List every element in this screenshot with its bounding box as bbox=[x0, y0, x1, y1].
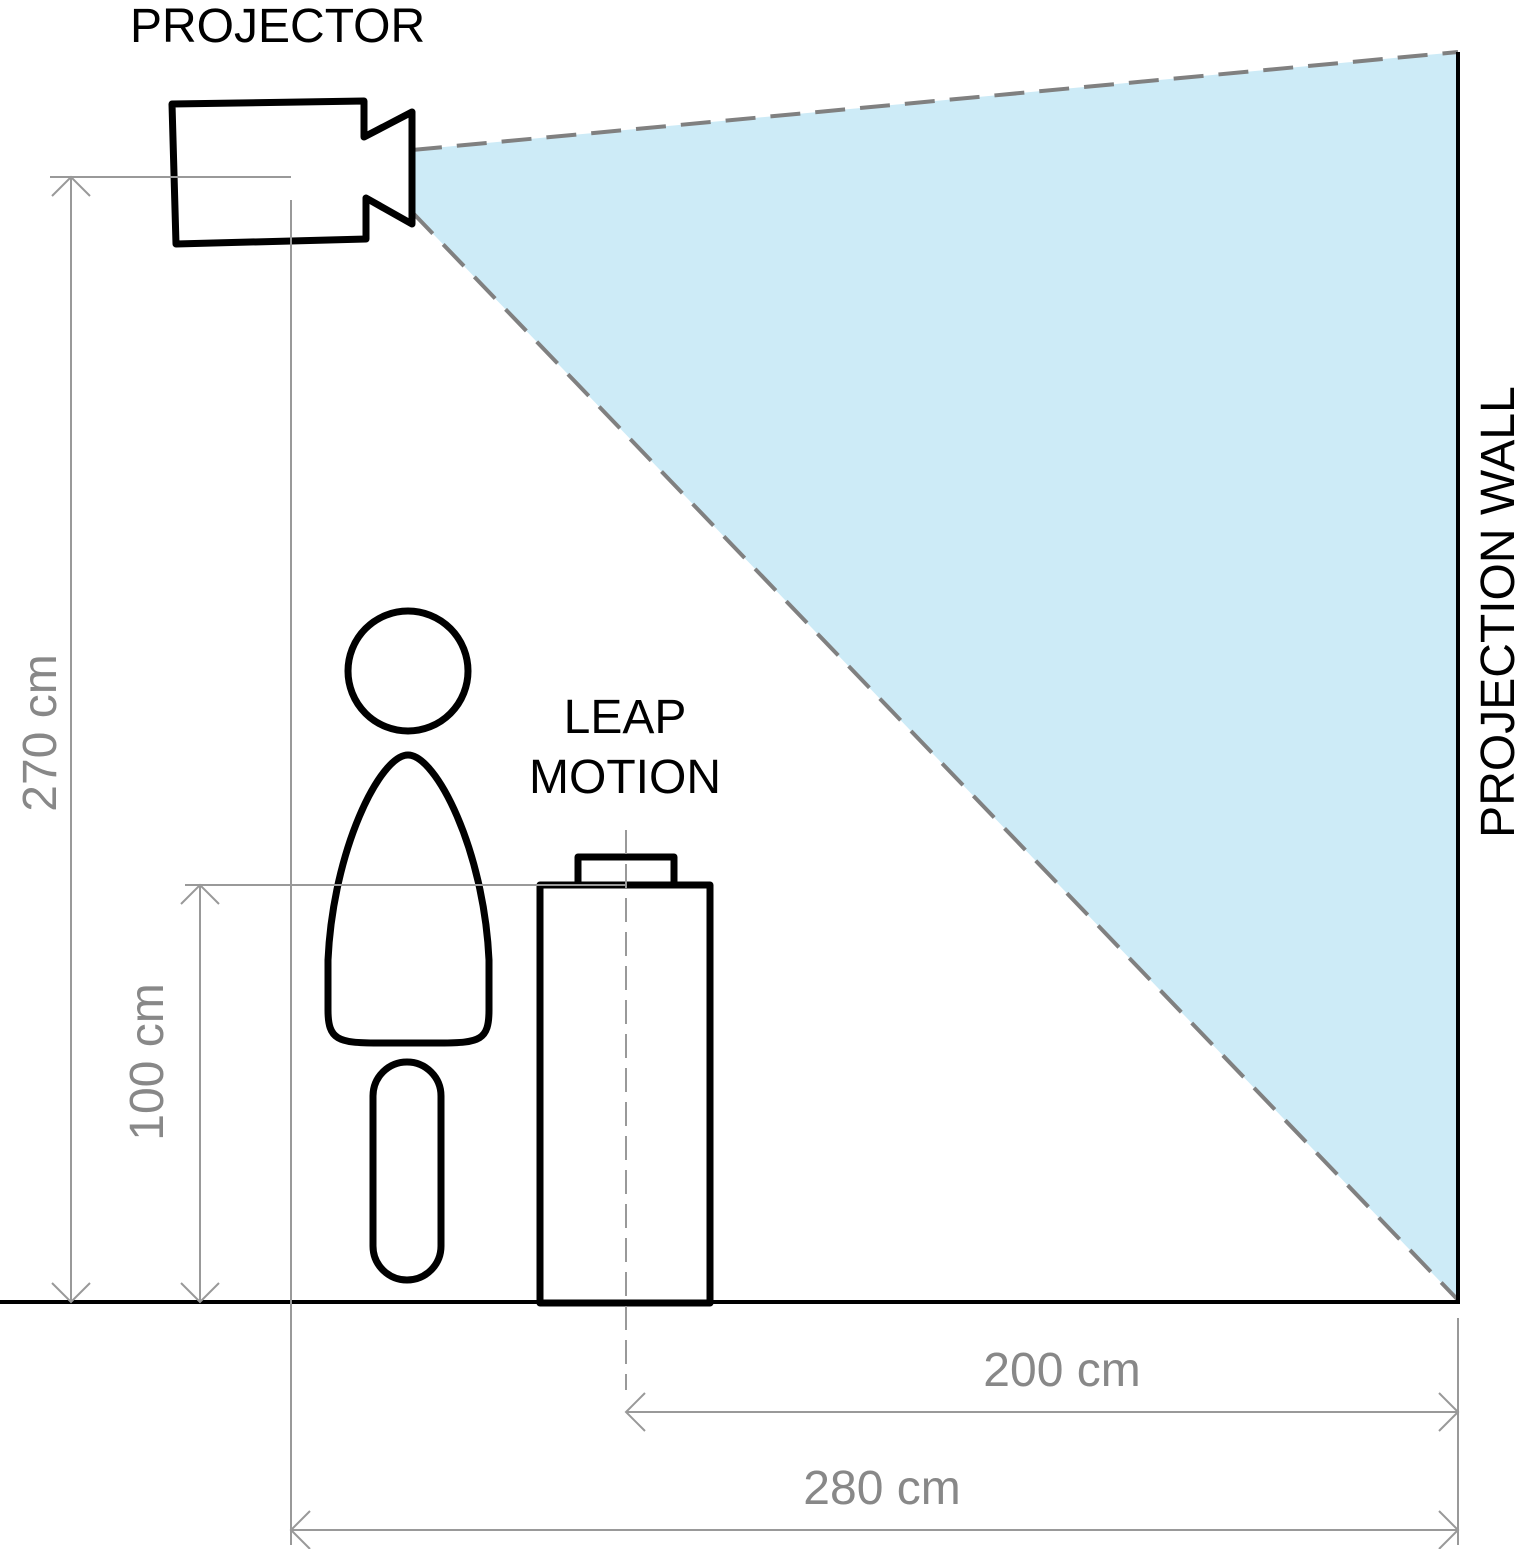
projector-label: PROJECTOR bbox=[130, 0, 425, 53]
leap-motion-label-line1: LEAP bbox=[564, 691, 687, 744]
person-figure bbox=[324, 607, 493, 1284]
beam-edge-top bbox=[411, 50, 1459, 152]
dimension-270 bbox=[50, 175, 291, 1304]
projection-beam bbox=[412, 52, 1458, 1300]
dimension-100 bbox=[180, 883, 626, 1304]
projection-wall-label: PROJECTION WALL bbox=[1472, 386, 1525, 838]
dimension-270-label: 270 cm bbox=[14, 654, 67, 811]
dimension-280-label: 280 cm bbox=[803, 1462, 960, 1515]
dimension-100-label: 100 cm bbox=[121, 983, 174, 1140]
person-legs bbox=[369, 1058, 445, 1284]
dimension-200 bbox=[624, 1392, 1460, 1432]
person-head bbox=[344, 607, 472, 735]
dimension-280 bbox=[289, 1510, 1460, 1549]
person-torso bbox=[324, 751, 493, 1047]
projector-icon bbox=[168, 97, 416, 248]
beam-edge-bottom bbox=[410, 210, 1460, 1302]
leap-motion-label-line2: MOTION bbox=[529, 751, 721, 804]
dimension-200-label: 200 cm bbox=[983, 1344, 1140, 1397]
